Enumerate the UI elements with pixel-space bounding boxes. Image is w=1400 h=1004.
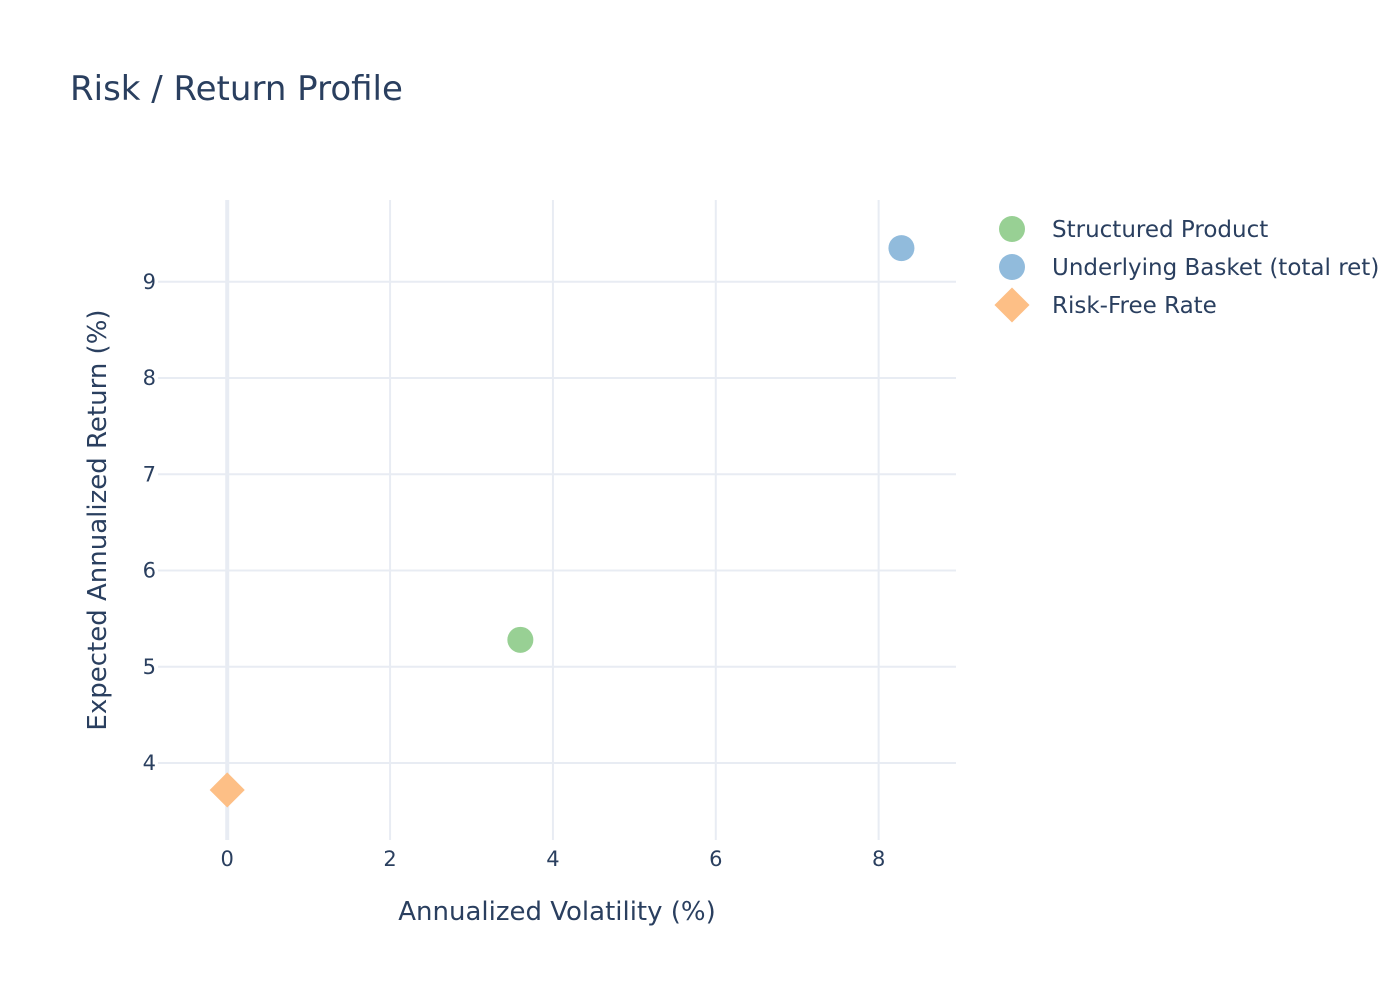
data-point — [507, 626, 534, 653]
y-tick-label: 6 — [143, 559, 156, 583]
y-tick-label: 9 — [143, 270, 156, 294]
x-tick-label: 4 — [546, 847, 559, 871]
legend: Structured Product Underlying Basket (tot… — [994, 216, 1379, 323]
data-point — [209, 772, 245, 808]
x-axis-tick-labels: 0 2 4 6 8 — [221, 847, 886, 871]
legend-item: Underlying Basket (total ret) — [999, 254, 1379, 281]
legend-marker — [999, 254, 1025, 280]
legend-item: Structured Product — [999, 216, 1268, 243]
legend-label: Risk-Free Rate — [1052, 293, 1217, 319]
x-tick-label: 0 — [221, 847, 234, 871]
legend-label: Underlying Basket (total ret) — [1052, 255, 1379, 281]
chart-title: Risk / Return Profile — [70, 69, 403, 109]
y-axis-tick-labels: 4 5 6 7 8 9 — [143, 270, 156, 775]
y-tick-label: 4 — [143, 751, 156, 775]
data-point — [888, 235, 915, 262]
legend-label: Structured Product — [1052, 217, 1268, 243]
legend-item: Risk-Free Rate — [994, 287, 1217, 323]
y-tick-label: 7 — [143, 462, 156, 486]
legend-marker — [999, 216, 1025, 242]
y-tick-label: 8 — [143, 366, 156, 390]
gridlines — [158, 200, 956, 840]
legend-marker — [994, 287, 1030, 323]
x-axis-title: Annualized Volatility (%) — [398, 897, 716, 927]
x-tick-label: 6 — [709, 847, 722, 871]
x-tick-label: 2 — [383, 847, 396, 871]
x-tick-label: 8 — [872, 847, 885, 871]
y-tick-label: 5 — [143, 655, 156, 679]
y-axis-title: Expected Annualized Return (%) — [83, 309, 113, 730]
data-points — [209, 235, 915, 808]
